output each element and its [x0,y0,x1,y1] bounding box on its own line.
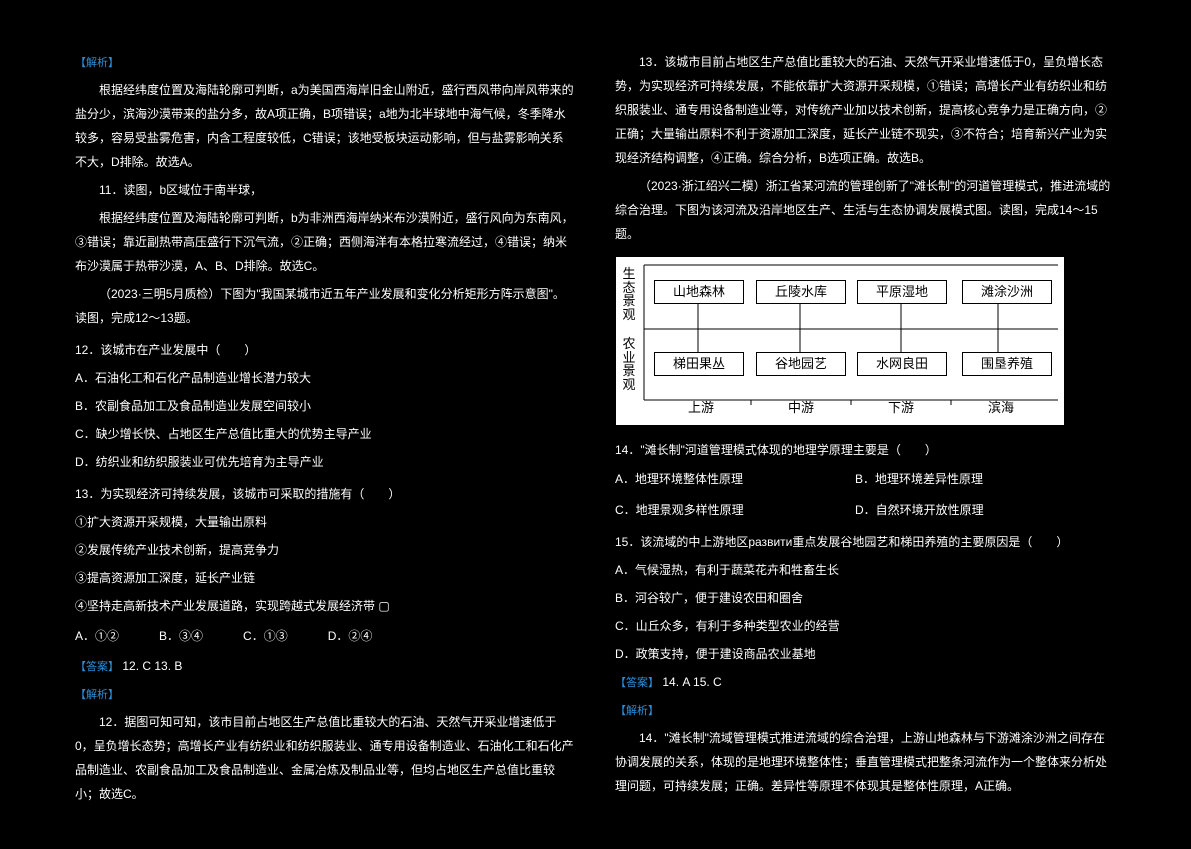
q13-opt-c: C．①③ [243,625,288,648]
analysis-label-12: 【解析】 [75,689,119,701]
transition-text: （2023·三明5月质检）下图为"我国某城市近五年产业发展和变化分析矩形方阵示意… [75,282,575,330]
analysis-label-14: 【解析】 [615,705,659,717]
answer-14-15: 14. A 15. C [662,675,721,689]
q13-s2: ②发展传统产业技术创新，提高竞争力 [75,538,575,562]
q11-body: 根据经纬度位置及海陆轮廓可判断，b为非洲西海岸纳米布沙漠附近，盛行风向为东南风，… [75,206,575,278]
diagram-eco-1: 丘陵水库 [756,280,846,304]
answer-label-12: 【答案】 [75,661,119,673]
analysis-14: 14．"滩长制"流域管理模式推进流域的综合治理，上游山地森林与下游滩涂沙洲之间存… [615,726,1115,798]
q13-s4: ④坚持走高新技术产业发展道路，实现跨越式发展经济带 ▢ [75,594,575,619]
q15-stem: 15．该流域的中上游地区развити重点发展谷地园艺和梯田养殖的主要原因是（ … [615,530,1115,554]
diagram-eco-0: 山地森林 [654,280,744,304]
q14-stem: 14．"滩长制"河道管理模式体现的地理学原理主要是（ ） [615,438,1115,462]
analysis-10: 根据经纬度位置及海陆轮廓可判断，a为美国西海岸旧金山附近，盛行西风带向岸风带来的… [75,78,575,174]
diagram-seg-1: 中游 [771,396,831,421]
answer-label-14: 【答案】 [615,677,659,689]
landscape-diagram: 生态景观 农业景观 山地森林 丘陵水库 [615,256,1065,426]
analysis-label: 【解析】 [75,57,119,69]
q14-opt-a: A．地理环境整体性原理 [615,468,815,491]
q12-opt-d: D．纺织业和纺织服装业可优先培育为主导产业 [75,450,575,474]
intro-14-15: （2023·浙江绍兴二模）浙江省某河流的管理创新了"滩长制"的河道管理模式，推进… [615,174,1115,246]
analysis-12: 12．据图可知可知，该市目前占地区生产总值比重较大的石油、天然气开采业增速低于0… [75,710,575,806]
q14-opt-d: D．自然环境开放性原理 [855,499,1055,522]
diagram-agri-2: 水网良田 [857,352,947,376]
q12-opt-a: A．石油化工和石化产品制造业增长潜力较大 [75,366,575,390]
q13-s1: ①扩大资源开采规模，大量输出原料 [75,510,575,534]
diagram-eco-2: 平原湿地 [857,280,947,304]
answer-12-13: 12. C 13. B [122,659,182,673]
diagram-agri-0: 梯田果丛 [654,352,744,376]
q13-opt-d: D．②④ [328,625,373,648]
q14-opt-c: C．地理景观多样性原理 [615,499,815,522]
q15-opt-b: B．河谷较广，便于建设农田和圈舍 [615,586,1115,610]
q13-options: A．①② B．③④ C．①③ D．②④ [75,625,575,648]
blank-box-icon: ▢ [378,600,389,614]
diagram-vlabel-eco: 生态景观 [620,267,638,322]
q15-opt-a: A．气候湿热，有利于蔬菜花卉和牲畜生长 [615,558,1115,582]
diagram-agri-1: 谷地园艺 [756,352,846,376]
diagram-eco-3: 滩涂沙洲 [962,280,1052,304]
q12-opt-c: C．缺少增长快、占地区生产总值比重大的优势主导产业 [75,422,575,446]
right-column: 13．该城市目前占地区生产总值比重较大的石油、天然气开采业增速低于0，呈负增长态… [615,50,1115,810]
diagram-vlabel-agri: 农业景观 [620,337,638,392]
diagram-seg-0: 上游 [671,396,731,421]
q15-opt-c: C．山丘众多，有利于多种类型农业的经营 [615,614,1115,638]
diagram-seg-2: 下游 [871,396,931,421]
left-column: 【解析】 根据经纬度位置及海陆轮廓可判断，a为美国西海岸旧金山附近，盛行西风带向… [75,50,575,810]
q14-options: A．地理环境整体性原理 B．地理环境差异性原理 C．地理景观多样性原理 D．自然… [615,468,1115,522]
q13-s3: ③提高资源加工深度，延长产业链 [75,566,575,590]
analysis-13: 13．该城市目前占地区生产总值比重较大的石油、天然气开采业增速低于0，呈负增长态… [615,50,1115,170]
q13-stem: 13．为实现经济可持续发展，该城市可采取的措施有（ ） [75,482,575,506]
diagram-seg-3: 滨海 [971,396,1031,421]
diagram-agri-3: 围垦养殖 [962,352,1052,376]
q12-opt-b: B．农副食品加工及食品制造业发展空间较小 [75,394,575,418]
q15-opt-d: D．政策支持，便于建设商品农业基地 [615,642,1115,666]
q11-intro: 11．读图，b区域位于南半球， [75,178,575,202]
q14-opt-b: B．地理环境差异性原理 [855,468,1055,491]
q13-opt-b: B．③④ [159,625,203,648]
q13-opt-a: A．①② [75,625,119,648]
q12-stem: 12．该城市在产业发展中（ ） [75,338,575,362]
